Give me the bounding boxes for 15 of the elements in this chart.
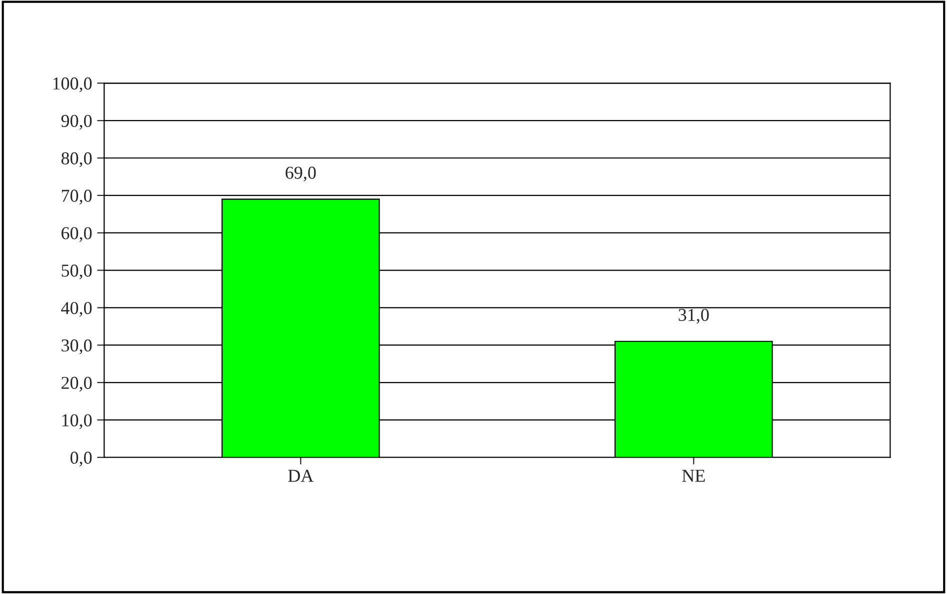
y-tick-label: 90,0 xyxy=(61,114,92,130)
y-tick-label: 100,0 xyxy=(53,77,92,92)
y-tick-label: 50,0 xyxy=(62,264,92,280)
y-tick-label: 80,0 xyxy=(61,152,92,168)
data-label: 69,0 xyxy=(286,166,316,182)
y-tick-label: 30,0 xyxy=(62,339,92,354)
y-tick-label: 40,0 xyxy=(61,302,92,317)
y-tick-label: 0,0 xyxy=(70,452,92,466)
y-tick-label: 60,0 xyxy=(62,227,92,242)
data-label: 31,0 xyxy=(678,308,709,324)
x-tick-label: DA xyxy=(288,470,314,482)
y-tick-label: 70,0 xyxy=(62,190,92,204)
x-tick-label: NE xyxy=(682,470,705,482)
y-tick-label: 10,0 xyxy=(62,414,92,429)
y-tick-label: 20,0 xyxy=(62,376,92,392)
